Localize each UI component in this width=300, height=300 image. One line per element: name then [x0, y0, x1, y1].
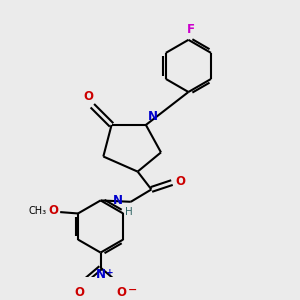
Text: F: F: [187, 23, 195, 36]
Text: +: +: [106, 268, 114, 277]
Text: N: N: [113, 194, 123, 207]
Text: O: O: [117, 286, 127, 298]
Text: CH₃: CH₃: [28, 206, 46, 216]
Text: −: −: [128, 285, 137, 295]
Text: N: N: [96, 268, 106, 281]
Text: N: N: [148, 110, 158, 123]
Text: O: O: [74, 286, 84, 298]
Text: O: O: [49, 204, 59, 217]
Text: O: O: [175, 175, 185, 188]
Text: H: H: [125, 207, 133, 217]
Text: O: O: [83, 90, 93, 103]
